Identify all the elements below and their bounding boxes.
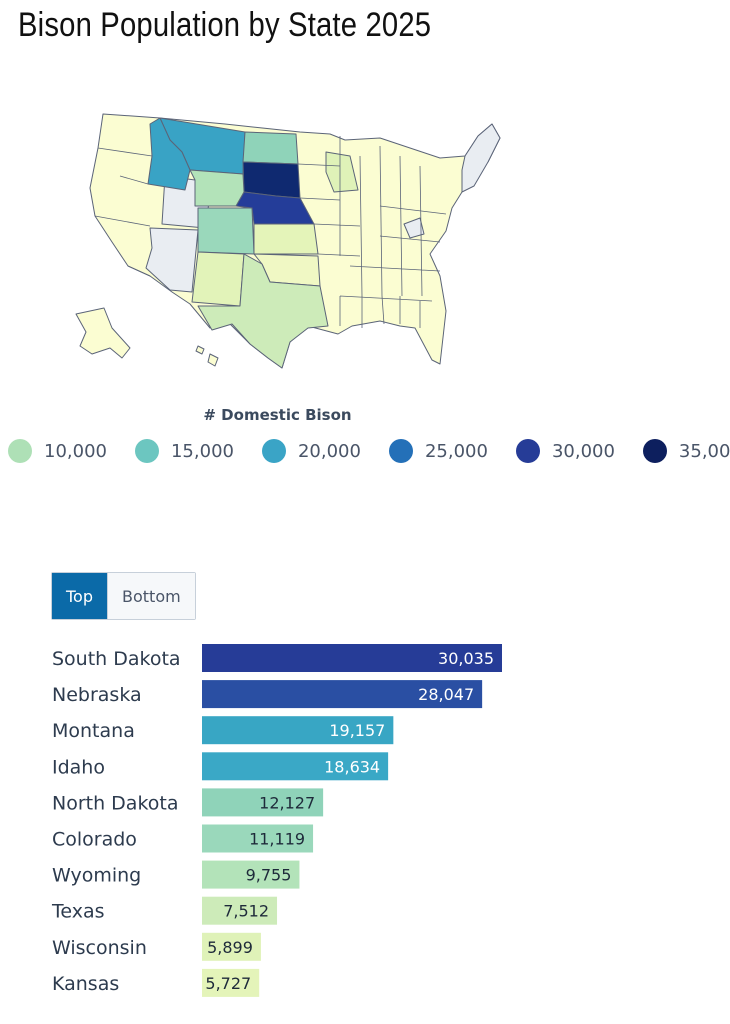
map-state-west-virginia	[403, 217, 425, 239]
category-label: North Dakota	[52, 792, 179, 814]
legend-label: 25,000	[424, 440, 488, 462]
category-label: Nebraska	[52, 684, 142, 706]
map-state-wisconsin	[325, 151, 359, 193]
legend-item[interactable]: 20,000	[261, 439, 361, 463]
bar[interactable]	[202, 644, 502, 672]
us-choropleth-map[interactable]	[0, 96, 730, 396]
legend-item[interactable]: 30,000	[515, 439, 615, 463]
map-state-hawaii	[195, 345, 219, 367]
value-label: 9,755	[246, 866, 292, 885]
legend: 10,000 15,000 20,000 25,000 30,000 35,00…	[8, 439, 730, 463]
bar[interactable]	[202, 824, 314, 853]
legend-swatch	[515, 439, 540, 463]
value-label: 28,047	[418, 685, 474, 704]
legend-label: 20,000	[297, 440, 361, 462]
bottom-button[interactable]: Bottom	[107, 573, 195, 619]
legend-item[interactable]: 10,000	[8, 439, 107, 463]
legend-item[interactable]: 15,000	[134, 439, 234, 463]
map-state-new-england	[461, 123, 501, 193]
map-state-north-dakota	[242, 131, 299, 165]
legend-swatch	[388, 439, 413, 463]
map-state-wyoming	[189, 169, 245, 207]
legend-label: 35,000	[678, 440, 730, 462]
legend-label: 30,000	[551, 440, 615, 462]
top-button[interactable]: Top	[52, 573, 107, 619]
bar[interactable]	[202, 932, 261, 961]
bar[interactable]	[202, 968, 260, 997]
map-state-arizona	[145, 227, 199, 293]
legend-item[interactable]: 25,000	[388, 439, 488, 463]
legend-swatch	[642, 439, 667, 463]
value-label: 7,512	[223, 902, 269, 921]
category-label: Kansas	[52, 973, 119, 995]
map-state-alaska	[75, 307, 131, 359]
value-label: 18,634	[324, 757, 380, 776]
value-label: 5,899	[207, 938, 253, 957]
category-label: South Dakota	[52, 648, 181, 670]
map-state-borders	[94, 136, 447, 328]
category-label: Montana	[52, 720, 135, 742]
legend-swatch	[8, 439, 32, 463]
map-state-new-mexico	[191, 251, 245, 307]
top-bottom-toggle: Top Bottom	[51, 572, 196, 620]
bar[interactable]	[202, 860, 300, 889]
value-label: 30,035	[438, 649, 494, 668]
bar[interactable]	[202, 752, 389, 781]
legend-title: # Domestic Bison	[203, 406, 352, 424]
category-label: Wyoming	[52, 865, 141, 887]
map-state-colorado	[197, 207, 255, 255]
legend-swatch	[134, 439, 159, 463]
category-label: Wisconsin	[52, 937, 147, 959]
bar[interactable]	[202, 896, 278, 925]
category-label: Colorado	[52, 829, 137, 851]
value-label: 5,727	[205, 974, 251, 993]
map-state-texas	[197, 253, 329, 369]
legend-label: 10,000	[44, 440, 107, 462]
bar[interactable]	[202, 680, 483, 709]
category-label: Texas	[51, 901, 105, 923]
legend-label: 15,000	[170, 440, 234, 462]
map-state-kansas	[253, 223, 319, 255]
chart-title: Bison Population by State 2025	[18, 6, 432, 44]
bar[interactable]	[202, 716, 394, 745]
value-label: 19,157	[329, 721, 385, 740]
bar[interactable]	[202, 788, 324, 817]
category-label: Idaho	[52, 756, 105, 778]
value-label: 11,119	[249, 830, 305, 849]
legend-item[interactable]: 35,000	[642, 439, 730, 463]
value-label: 12,127	[259, 793, 315, 812]
legend-swatch	[261, 439, 286, 463]
